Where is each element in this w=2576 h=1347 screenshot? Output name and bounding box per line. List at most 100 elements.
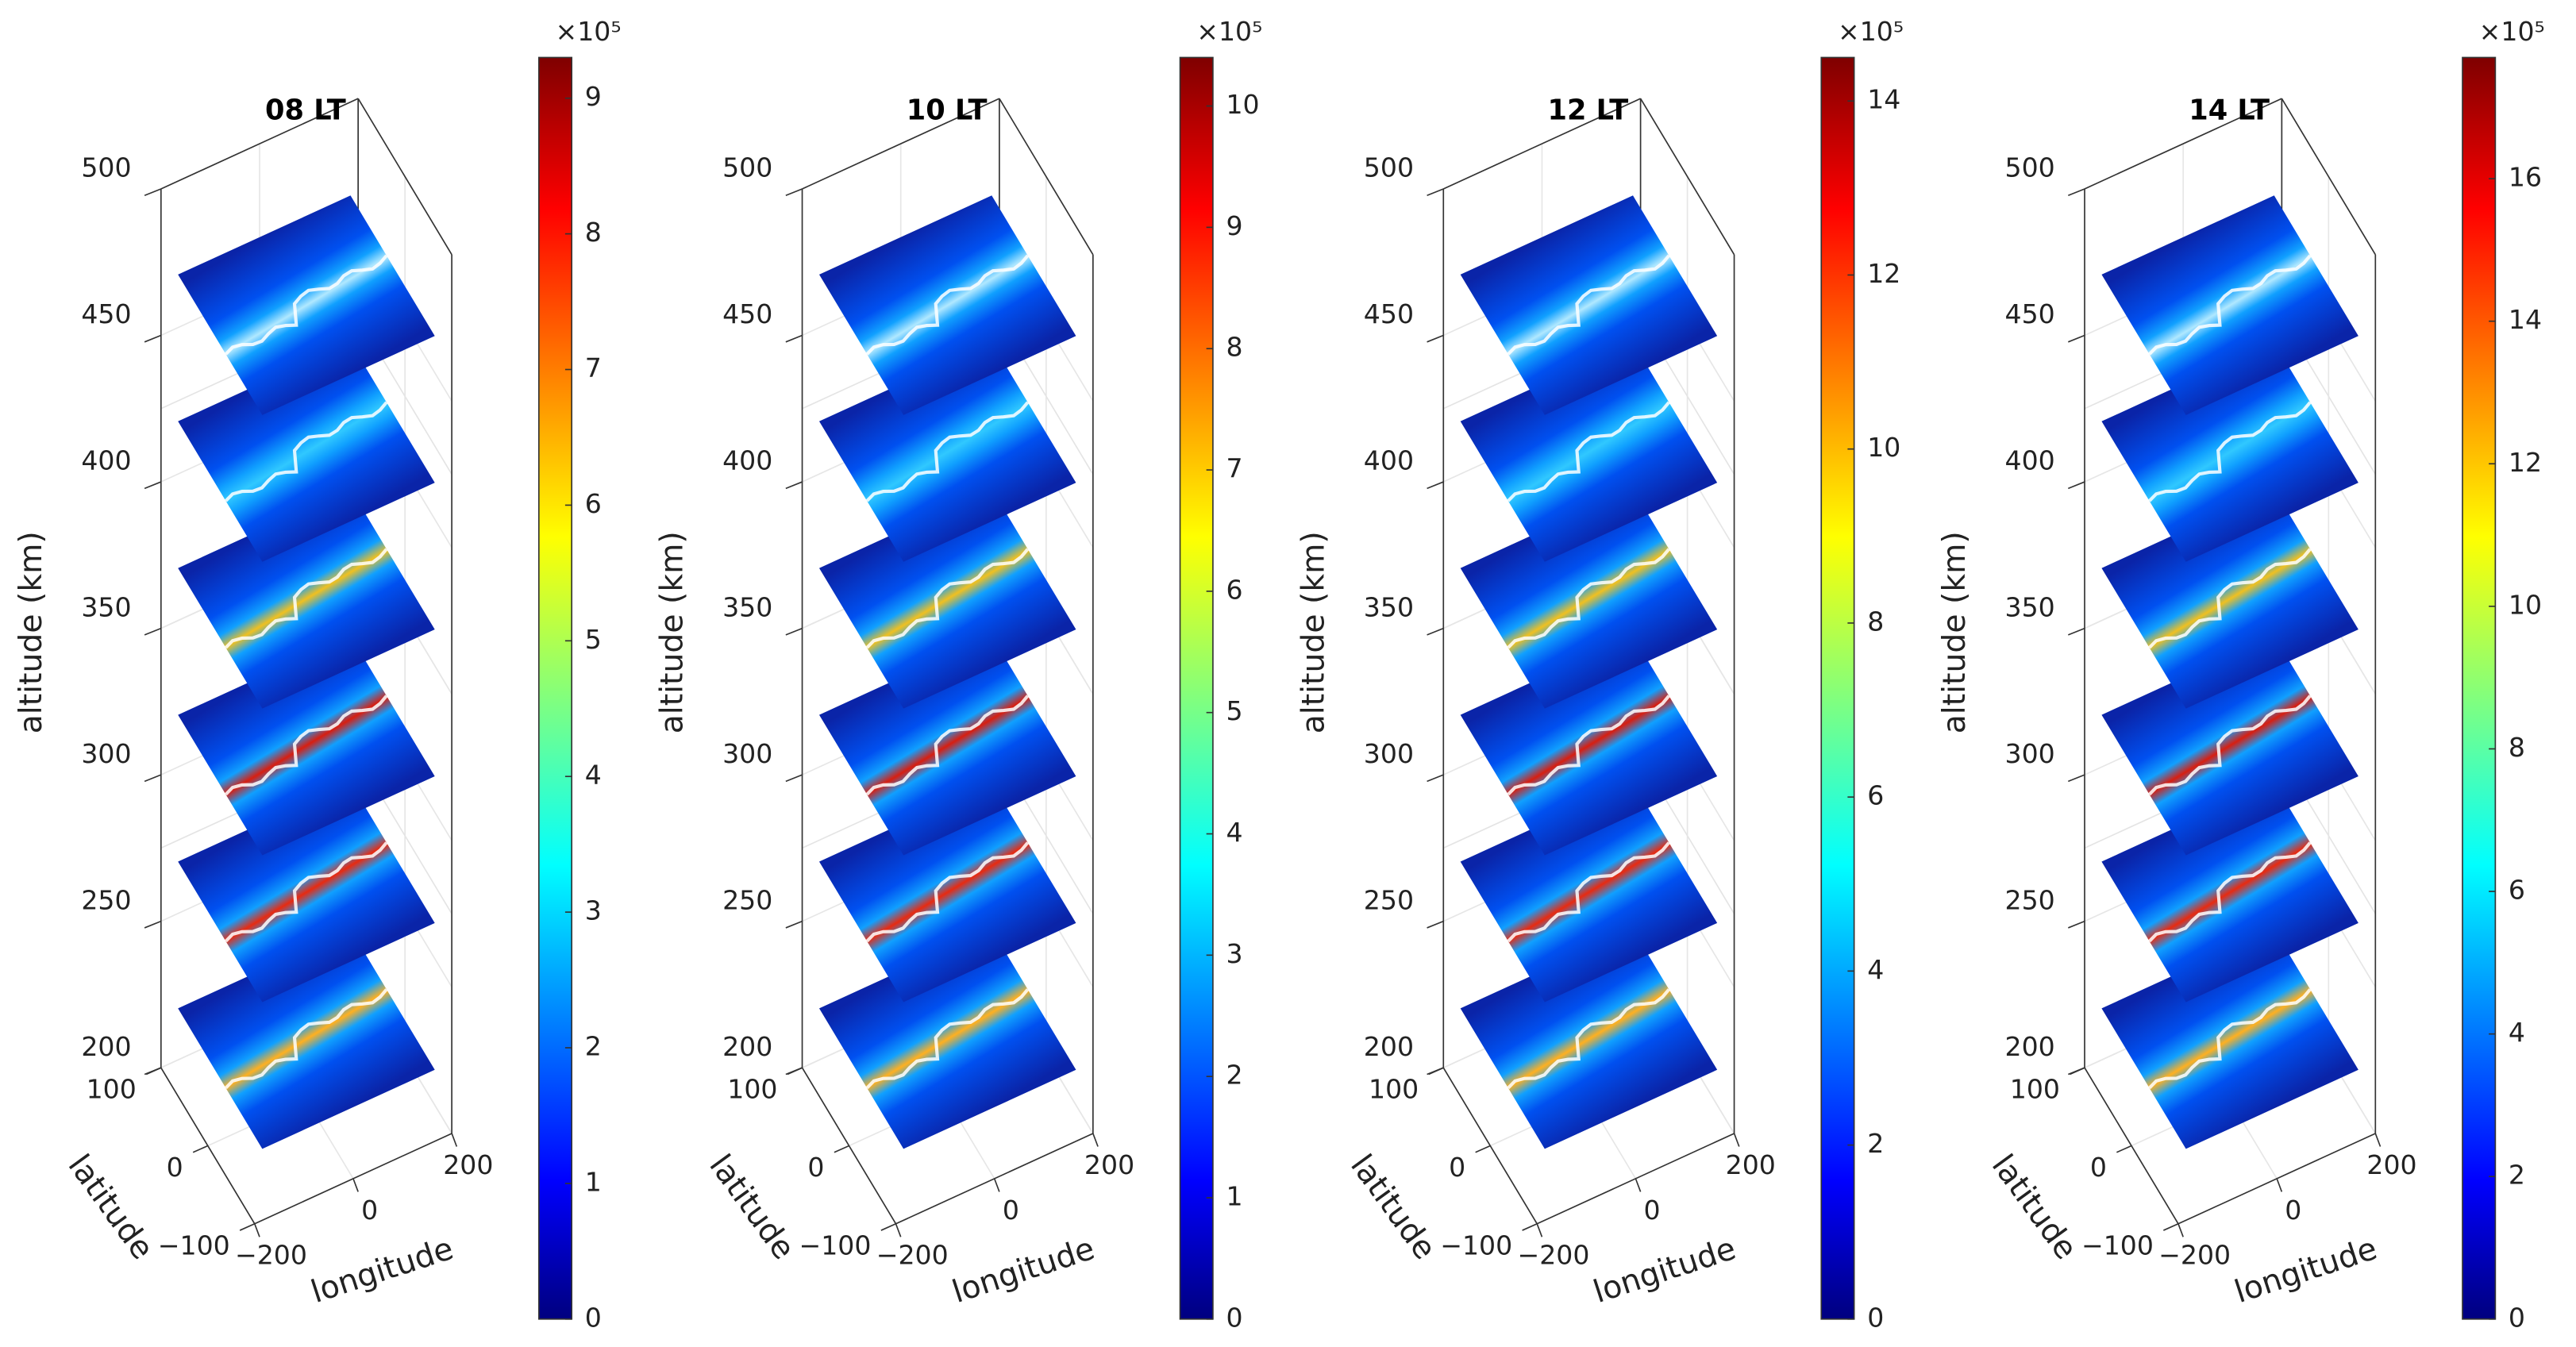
slice (178, 635, 435, 856)
colorbar (2462, 56, 2497, 1320)
panel: 200250300350400450500−1000100−200020010 … (655, 16, 1263, 1333)
y-tick-label: −100 (799, 1230, 872, 1260)
slice (1460, 782, 1718, 1003)
magnetic-equator (865, 988, 1030, 1090)
z-axis-label: altitude (km) (1296, 531, 1331, 733)
z-tick-label: 400 (722, 445, 772, 476)
z-tick (2068, 481, 2085, 490)
z-tick (1427, 481, 1444, 490)
z-tick-label: 450 (722, 298, 772, 329)
z-tick (1427, 920, 1444, 929)
z-tick-label: 300 (1364, 738, 1414, 769)
x-tick-label: 0 (1003, 1195, 1019, 1226)
slice (2101, 635, 2358, 856)
y-tick (1428, 1067, 1444, 1076)
x-axis-label: longitude (307, 1231, 458, 1310)
slice (1460, 635, 1718, 856)
z-tick-label: 200 (722, 1031, 772, 1062)
magnetic-equator (2148, 695, 2312, 796)
chart-title: 14 LT (2189, 94, 2270, 127)
slice (2101, 489, 2358, 709)
z-tick-label: 400 (81, 445, 131, 476)
magnetic-equator (865, 841, 1030, 943)
x-tick (1536, 1223, 1543, 1237)
z-tick (144, 481, 162, 490)
z-tick-label: 300 (81, 738, 131, 769)
colorbar (1820, 56, 1855, 1320)
colorbar-tick-label: 2 (585, 1031, 602, 1062)
z-tick-label: 400 (1364, 445, 1414, 476)
z-tick-label: 500 (722, 152, 772, 183)
y-tick-label: 100 (87, 1074, 137, 1105)
magnetic-equator (1507, 401, 1670, 502)
z-tick-label: 500 (1364, 152, 1414, 183)
z-tick (144, 627, 162, 636)
magnetic-equator (1507, 988, 1670, 1090)
x-axis-label: longitude (2231, 1231, 2382, 1310)
colorbar-tick-label: 9 (585, 81, 602, 112)
y-tick (2070, 1067, 2085, 1076)
magnetic-equator (2148, 254, 2312, 356)
axis-line (357, 98, 452, 256)
slice (818, 195, 1076, 415)
slice (178, 489, 435, 709)
colorbar-tick-label: 0 (2509, 1302, 2525, 1333)
y-tick-label: 100 (1369, 1074, 1419, 1105)
magnetic-equator (224, 695, 388, 796)
z-tick-label: 400 (2005, 445, 2055, 476)
colorbar-tick-label: 2 (2509, 1160, 2525, 1191)
magnetic-equator (1507, 841, 1670, 943)
y-tick (192, 1145, 209, 1153)
y-tick-label: 100 (2010, 1074, 2060, 1105)
x-tick (895, 1223, 902, 1237)
magnetic-equator (2148, 401, 2312, 502)
colorbar-tick-label: 12 (2509, 447, 2542, 478)
colorbar-tick-label: 0 (585, 1302, 602, 1333)
axis-line (1442, 98, 1641, 190)
colorbar-tick-label: 0 (1867, 1302, 1884, 1333)
z-tick-label: 350 (722, 591, 772, 622)
x-tick-label: −200 (2158, 1240, 2231, 1271)
x-tick (451, 1133, 458, 1147)
x-axis-label: longitude (948, 1231, 1099, 1310)
x-tick-label: −200 (1517, 1240, 1589, 1271)
z-tick (2068, 920, 2085, 929)
z-tick-label: 250 (1364, 884, 1414, 915)
slice (818, 929, 1076, 1149)
z-tick-label: 300 (722, 738, 772, 769)
colorbar-tick-label: 8 (1226, 332, 1242, 363)
y-tick (239, 1223, 256, 1231)
colorbar-tick-label: 6 (1867, 780, 1884, 811)
magnetic-equator (1507, 695, 1670, 796)
x-tick-label: 200 (1726, 1149, 1776, 1180)
chart-title: 12 LT (1548, 94, 1629, 127)
x-tick (993, 1178, 1000, 1192)
x-tick-label: 0 (2285, 1195, 2301, 1226)
colorbar-tick-label: 5 (1226, 695, 1242, 726)
x-tick-label: 0 (361, 1195, 378, 1226)
slice (1460, 195, 1718, 415)
z-tick-label: 200 (81, 1031, 131, 1062)
z-tick (785, 481, 803, 490)
magnetic-equator (1507, 548, 1670, 649)
magnetic-equator (2148, 988, 2312, 1090)
slice (2101, 195, 2358, 415)
z-tick (1427, 774, 1444, 783)
slice (1460, 342, 1718, 562)
z-tick (2068, 188, 2085, 197)
colorbar-tick-label: 3 (1226, 938, 1242, 969)
z-tick (2068, 334, 2085, 343)
colorbar-scale-label: ×10⁵ (2479, 16, 2545, 47)
colorbar-tick-label: 8 (585, 217, 602, 248)
z-tick-label: 250 (2005, 884, 2055, 915)
z-tick-label: 500 (81, 152, 131, 183)
slice (178, 342, 435, 562)
x-tick (2374, 1133, 2382, 1147)
magnetic-equator (865, 401, 1030, 502)
y-axis-label: latitude (1343, 1149, 1442, 1266)
z-axis-label: altitude (km) (655, 531, 691, 733)
x-tick-label: 200 (2366, 1149, 2416, 1180)
slice (2101, 782, 2358, 1003)
magnetic-equator (2148, 841, 2312, 943)
z-axis-label: altitude (km) (1937, 531, 1973, 733)
